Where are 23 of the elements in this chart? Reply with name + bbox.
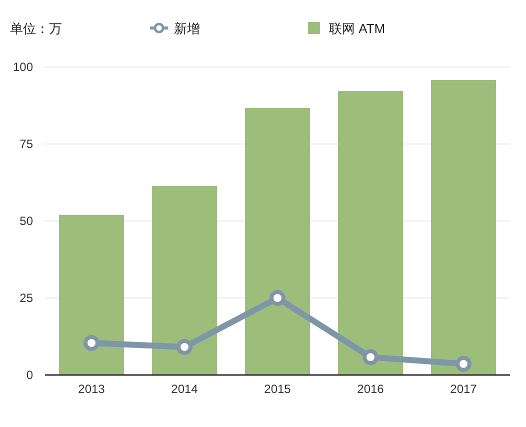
y-tick-label: 100 <box>12 60 34 74</box>
y-axis-title: 单位：万 <box>10 21 62 36</box>
y-tick-label: 50 <box>20 214 34 228</box>
point <box>456 356 472 372</box>
bar <box>430 80 496 375</box>
bar <box>338 91 404 375</box>
y-tick-label: 0 <box>26 368 34 382</box>
x-tick-label: 2014 <box>171 382 198 396</box>
x-tick-label: 2017 <box>450 382 478 396</box>
x-tick-label: 2015 <box>264 382 292 396</box>
bar <box>58 214 124 375</box>
x-tick-label: 2013 <box>78 382 106 396</box>
legend-label: 新增 <box>174 21 200 36</box>
point <box>362 349 378 366</box>
y-tick-label: 75 <box>20 137 34 151</box>
bar <box>152 186 218 375</box>
point <box>270 290 286 306</box>
point <box>176 338 192 355</box>
y-tick-label: 25 <box>20 291 34 305</box>
x-tick-label: 2016 <box>357 382 384 396</box>
point <box>84 334 100 351</box>
legend-label: 联网 ATM <box>329 21 386 36</box>
bar <box>244 108 310 375</box>
